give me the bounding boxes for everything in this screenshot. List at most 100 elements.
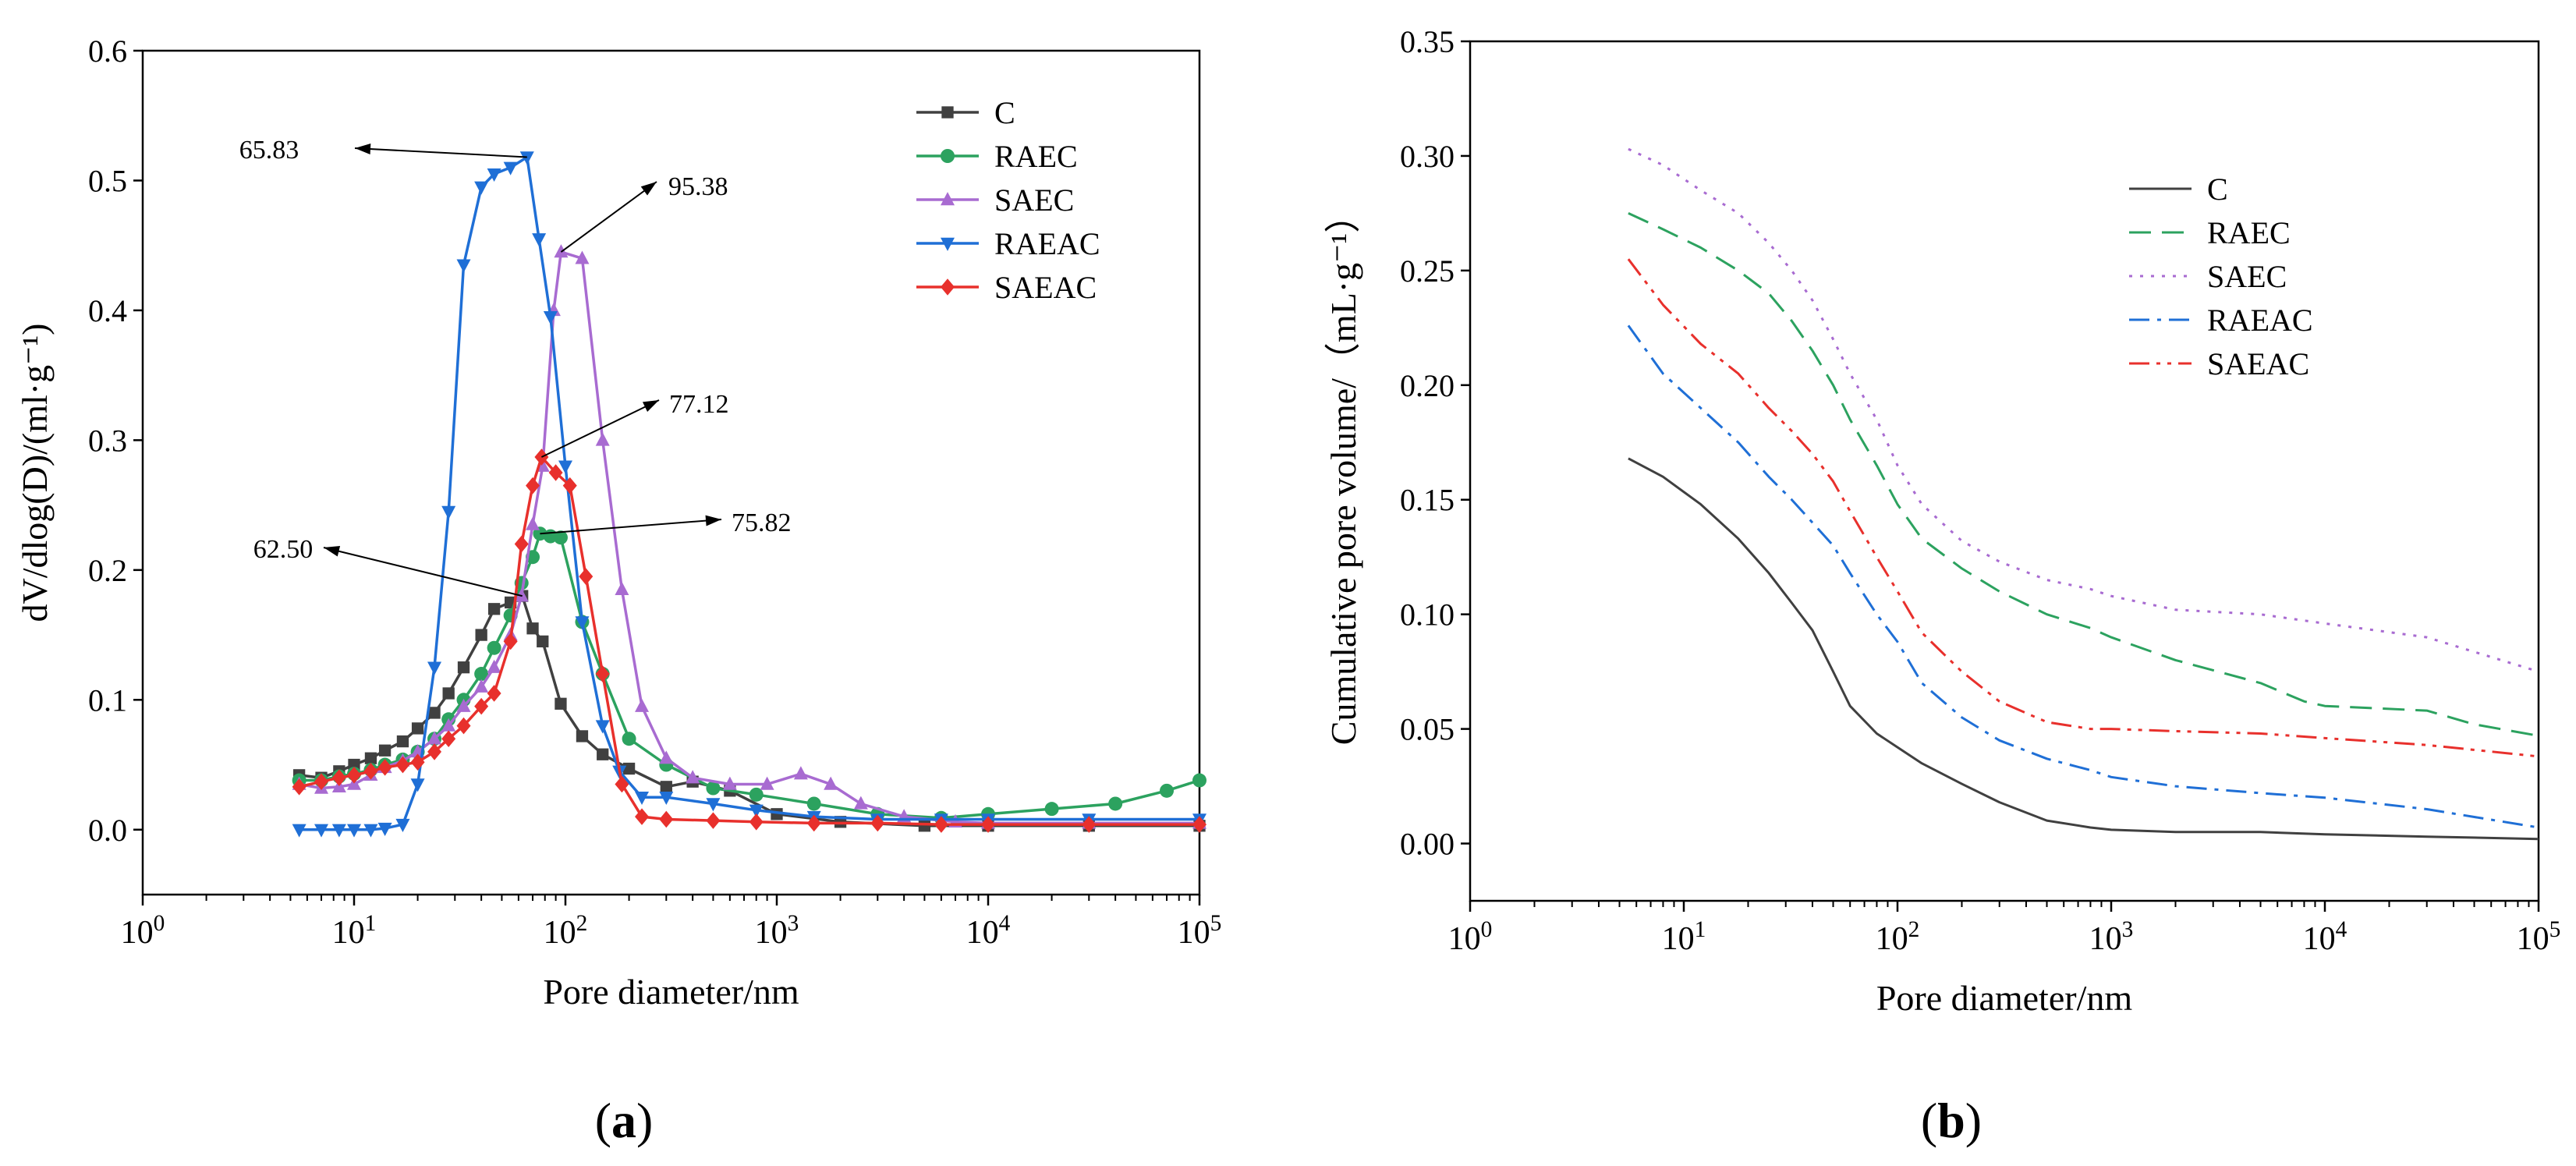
x-tick-label: 102 [1876,917,1920,957]
data-point [427,661,442,675]
data-point [615,775,629,793]
data-point [635,808,650,825]
series-raeac [1627,324,2539,829]
data-point [635,791,650,806]
data-point [474,181,489,195]
x-tick-label: 100 [1448,917,1493,957]
data-point [377,759,392,776]
data-point [853,796,868,810]
data-point [615,581,629,596]
data-point [456,259,471,273]
data-point [981,816,995,833]
data-point [1044,802,1059,817]
data-point [410,778,425,792]
data-point [514,588,529,602]
data-point [558,460,572,474]
data-point [941,106,954,119]
panel-a-chart: 0.0 0.1 0.2 0.3 0.4 0.5 0.6 100 101 102 103 104 105 P… [15,34,1221,1012]
y-tick-label: 0.35 [1400,24,1455,59]
data-point [934,816,948,833]
legend: C RAEC SAEC RAEAC SAEAC [2129,172,2313,381]
x-tick-label: 100 [121,911,165,951]
legend-label: RAEAC [2207,303,2313,338]
y-tick-label: 0.15 [1400,483,1455,518]
data-point [474,667,489,682]
data-point [760,776,774,790]
data-point [487,685,501,702]
annotation-label: 62.50 [253,535,314,564]
annotation-arrow-line [540,399,660,458]
data-point [292,824,306,838]
x-tick-label: 105 [2517,917,2561,957]
data-point [749,813,764,831]
annotation-label: 65.83 [239,136,299,165]
data-point [793,766,808,780]
y-tick-label: 0.2 [88,553,127,588]
data-point [487,168,501,183]
data-point [1082,816,1097,833]
data-point [314,773,329,790]
annotation-62-50: 62.50 [253,535,523,597]
data-point [514,535,529,553]
data-point [1108,796,1123,811]
x-tick-label: 102 [544,911,588,951]
data-point [532,233,547,247]
data-point [347,767,361,784]
series-line-saec [1628,147,2539,673]
x-tick-label: 103 [2089,917,2134,957]
data-point [378,744,392,757]
series-saec [292,244,1207,829]
data-point [457,661,470,674]
data-point [411,722,424,735]
y-tick-label: 0.05 [1400,712,1455,747]
annotation-77-12: 77.12 [540,390,729,458]
legend-label: SAEAC [994,270,1097,305]
data-point [474,679,489,693]
data-point [548,464,563,481]
data-point [347,824,361,838]
plot-frame [141,49,1201,896]
data-point [456,698,471,712]
annotation-65-83: 65.83 [239,136,527,165]
series-line-raec [1628,212,2539,737]
x-tick-label: 103 [755,911,799,951]
data-point [427,743,442,760]
data-point [543,311,558,325]
panel-b-chart: 0.00 0.05 0.10 0.15 0.20 0.25 0.30 0.35 100 101 10… [1323,24,2560,1018]
x-tick-label: 104 [2303,917,2347,957]
data-point [749,787,764,802]
data-point [941,149,955,163]
annotation-arrow-head [640,182,657,196]
x-tick-label: 101 [1662,917,1706,957]
x-tick-label: 104 [966,911,1011,951]
legend: C RAEC SAEC RAEAC SAEAC [916,95,1100,305]
data-point [537,635,549,648]
series-raec [1628,212,2539,737]
data-point [941,278,955,296]
data-point [503,633,518,650]
y-tick-label: 0.4 [88,293,127,328]
annotation-arrow-head [705,515,721,526]
annotation-95-38: 95.38 [560,172,728,253]
annotation-label: 77.12 [669,390,729,419]
data-point [686,770,700,784]
data-point [576,730,589,742]
data-point [428,707,441,719]
data-point [595,665,610,682]
series-raec [292,526,1207,825]
data-point [395,818,410,833]
data-point [456,717,471,735]
y-axis-label: Cumulative pore volume/（mL·g⁻¹） [1323,197,1363,745]
data-point [526,477,540,494]
annotation-75-82: 75.82 [540,509,792,537]
y-axis-label: dV/dlog(D)/(ml·g⁻¹) [15,323,55,622]
data-point [395,756,410,774]
data-point [595,720,610,734]
series-saec [1628,147,2539,673]
legend-label: RAEC [994,139,1078,174]
data-point [595,432,610,446]
data-point [474,697,489,715]
data-point [410,753,425,771]
data-point [597,748,609,760]
